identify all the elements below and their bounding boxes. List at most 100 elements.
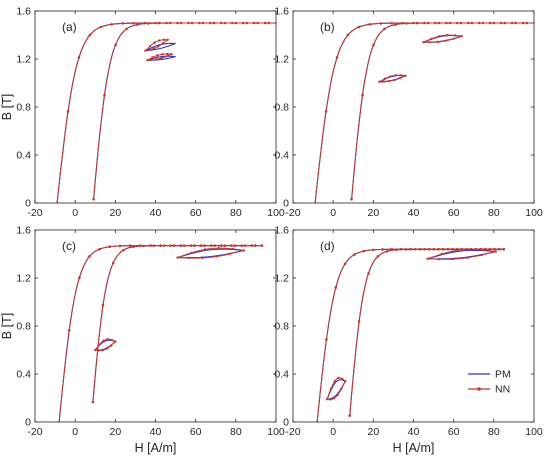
y-tick-label: 0 [283, 198, 289, 210]
legend-marker-nn [477, 387, 481, 391]
nn-marker [335, 56, 339, 59]
nn-marker [362, 249, 366, 253]
x-tick-label: -20 [27, 426, 42, 438]
nn-marker [346, 33, 350, 37]
x-axis-label: H [A/m] [135, 441, 177, 455]
nn-marker [494, 250, 498, 253]
axes-frame [34, 10, 277, 204]
nn-marker [502, 247, 506, 251]
nn-marker [165, 21, 168, 25]
major-loop-upper-nn [316, 248, 504, 422]
legend: PM NN [468, 369, 511, 396]
nn-marker [378, 80, 381, 84]
nn-marker [434, 21, 437, 25]
nn-marker [98, 247, 101, 251]
nn-marker [241, 21, 245, 25]
x-tick-label: -20 [285, 207, 300, 219]
nn-marker [199, 244, 203, 247]
nn-marker [166, 38, 169, 41]
nn-marker [263, 21, 267, 25]
nn-marker [436, 40, 440, 44]
y-tick-label: 0.4 [16, 369, 31, 381]
nn-marker [66, 110, 70, 113]
nn-marker [399, 74, 403, 77]
minor-loop-1-pm [177, 248, 245, 259]
nn-marker [215, 255, 218, 258]
nn-marker [160, 56, 163, 60]
nn-marker [150, 58, 153, 62]
nn-marker [454, 34, 457, 37]
nn-marker [382, 80, 385, 83]
nn-marker [480, 253, 483, 257]
y-tick-label: 1.6 [16, 225, 31, 237]
nn-marker [440, 252, 443, 256]
nn-marker [394, 74, 397, 77]
nn-marker [372, 43, 375, 47]
nn-marker [158, 39, 161, 42]
nn-marker [108, 245, 112, 249]
plot-area [313, 21, 534, 203]
nn-marker [151, 56, 154, 59]
x-tick-label: 100 [267, 426, 285, 438]
nn-marker [333, 380, 336, 383]
nn-marker [446, 33, 449, 37]
nn-marker [252, 21, 256, 25]
nn-marker [57, 420, 61, 422]
nn-marker [201, 256, 204, 260]
y-tick-label: 0.4 [274, 369, 289, 381]
nn-marker [77, 56, 81, 59]
nn-marker [92, 197, 95, 201]
nn-marker [106, 338, 110, 341]
y-tick-label: 0.8 [274, 102, 289, 114]
nn-marker [445, 21, 448, 25]
y-tick-label: 0.8 [16, 321, 31, 333]
nn-marker [209, 244, 213, 247]
nn-marker [121, 22, 125, 25]
y-tick-label: 0.4 [16, 150, 31, 162]
y-tick-label: 0 [25, 417, 31, 429]
x-tick-label: 0 [72, 207, 78, 219]
series-nn [57, 244, 264, 422]
y-tick-label: 0 [283, 417, 289, 429]
series-pm [58, 245, 262, 422]
nn-marker [88, 255, 91, 258]
nn-marker [187, 256, 190, 260]
y-axis-label: B [T] [0, 94, 14, 120]
x-tick-label: 20 [367, 207, 379, 219]
x-tick-label: 60 [190, 426, 202, 438]
series-nn [313, 21, 534, 203]
nn-marker [324, 110, 328, 113]
nn-marker [162, 38, 166, 41]
nn-marker [250, 244, 254, 247]
nn-marker [110, 338, 114, 342]
nn-marker [451, 257, 455, 261]
x-tick-label: 60 [190, 207, 202, 219]
nn-marker [155, 58, 158, 61]
major-loop-lower-nn [92, 245, 262, 403]
panel-label: (a) [62, 20, 77, 34]
nn-marker [336, 393, 339, 397]
axes-frame [292, 10, 535, 204]
nn-marker [340, 387, 343, 391]
nn-marker [88, 33, 92, 37]
nn-marker [426, 257, 429, 260]
nn-marker [387, 80, 391, 83]
nn-marker [428, 41, 432, 44]
nn-marker [198, 21, 201, 25]
nn-marker [368, 23, 372, 26]
major-loop-lower-pm [92, 245, 262, 403]
nn-marker [466, 256, 469, 259]
nn-marker [99, 25, 103, 29]
nn-marker [159, 244, 162, 247]
nn-marker [165, 55, 168, 58]
nn-marker [341, 377, 344, 380]
y-tick-label: 0 [25, 198, 31, 210]
x-tick-label: 100 [525, 207, 543, 219]
x-tick-label: 80 [230, 426, 242, 438]
nn-marker [467, 21, 470, 25]
nn-marker [94, 348, 97, 352]
nn-marker [98, 343, 101, 346]
nn-marker [242, 249, 246, 252]
x-axis-label: H [A/m] [393, 441, 435, 455]
